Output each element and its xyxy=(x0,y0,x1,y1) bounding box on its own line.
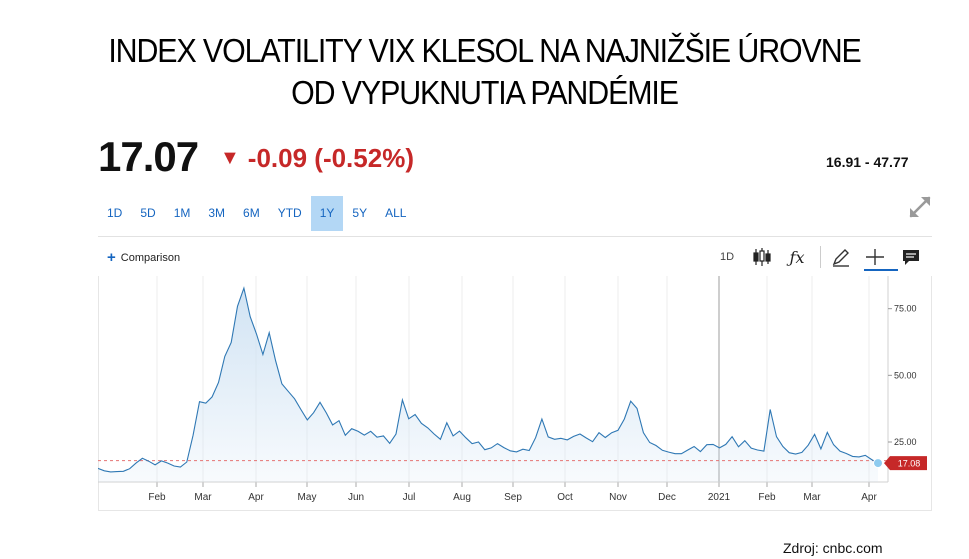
period-5y[interactable]: 5Y xyxy=(352,206,368,220)
price-change-value: -0.09 (-0.52%) xyxy=(247,143,414,173)
down-triangle-icon: ▼ xyxy=(220,147,240,169)
last-value-badge: 17.08 xyxy=(884,456,927,471)
chart-frame xyxy=(98,276,932,511)
toolbar-divider xyxy=(98,236,932,237)
series-line xyxy=(98,286,879,473)
comparison-label: Comparison xyxy=(120,251,181,264)
toolbar-separator xyxy=(820,246,821,268)
x-tick-label: Dec xyxy=(658,492,676,503)
y-tick-label: 25.00 xyxy=(894,437,917,447)
x-tick-label: Nov xyxy=(609,492,627,503)
x-tick-label: Feb xyxy=(148,492,166,503)
x-tick-label: Oct xyxy=(557,492,573,503)
x-tick-label: Sep xyxy=(504,492,522,503)
period-1y[interactable]: 1Y xyxy=(310,196,344,231)
crosshair-active-indicator xyxy=(864,269,898,271)
x-tick-label: Feb xyxy=(758,492,776,503)
period-1m[interactable]: 1M xyxy=(173,206,191,220)
interval-button[interactable]: 1D xyxy=(719,251,735,263)
period-all[interactable]: ALL xyxy=(385,206,407,220)
comment-icon[interactable] xyxy=(900,246,922,268)
x-tick-label: Mar xyxy=(194,492,212,503)
last-price: 17.07 xyxy=(98,133,199,180)
day-range: 16.91 - 47.77 xyxy=(826,154,909,170)
period-5d[interactable]: 5D xyxy=(140,206,156,220)
vix-chart[interactable]: Feb Mar Apr May Jun Jul Aug Sep Oct Nov Dec 2021 Feb… xyxy=(98,276,932,511)
period-1d[interactable]: 1D xyxy=(107,206,123,220)
comparison-button[interactable]: + Comparison xyxy=(107,249,180,266)
x-tick-label: Aug xyxy=(453,492,471,503)
period-ytd[interactable]: YTD xyxy=(277,206,302,220)
x-tick-label: Apr xyxy=(248,492,264,503)
y-tick-label: 50.00 xyxy=(894,370,917,380)
series-area xyxy=(98,288,878,482)
function-icon[interactable]: ƒx xyxy=(789,247,805,267)
title-line-1: INDEX VOLATILITY VIX KLESOL NA NAJNIŽŠIE… xyxy=(108,32,861,69)
x-tick-label: Jul xyxy=(403,492,416,503)
price-change: ▼ -0.09 (-0.52%) xyxy=(220,143,414,174)
last-point xyxy=(873,458,883,469)
x-tick-label: Jun xyxy=(348,492,364,503)
title-line-2: OD VYPUKNUTIA PANDÉMIE xyxy=(291,74,679,111)
crosshair-icon[interactable] xyxy=(864,246,886,268)
source-note: Zdroj: cnbc.com xyxy=(783,540,883,556)
page-title: INDEX VOLATILITY VIX KLESOL NA NAJNIŽŠIE… xyxy=(39,30,930,114)
candlestick-icon[interactable] xyxy=(751,246,773,268)
x-tick-label: Apr xyxy=(861,492,877,503)
x-tick-label: Mar xyxy=(803,492,821,503)
period-6m[interactable]: 6M xyxy=(243,206,260,220)
x-tick-label: May xyxy=(298,492,317,503)
x-tick-label: 2021 xyxy=(708,492,731,503)
period-selector: 1D 5D 1M 3M 6M YTD 1Y 5Y ALL xyxy=(98,196,415,231)
last-value-label: 17.08 xyxy=(898,459,921,469)
y-tick-label: 75.00 xyxy=(894,304,917,314)
pencil-icon[interactable] xyxy=(830,246,852,268)
period-3m[interactable]: 3M xyxy=(208,206,226,220)
expand-icon[interactable] xyxy=(908,195,932,219)
plus-icon: + xyxy=(107,249,116,266)
